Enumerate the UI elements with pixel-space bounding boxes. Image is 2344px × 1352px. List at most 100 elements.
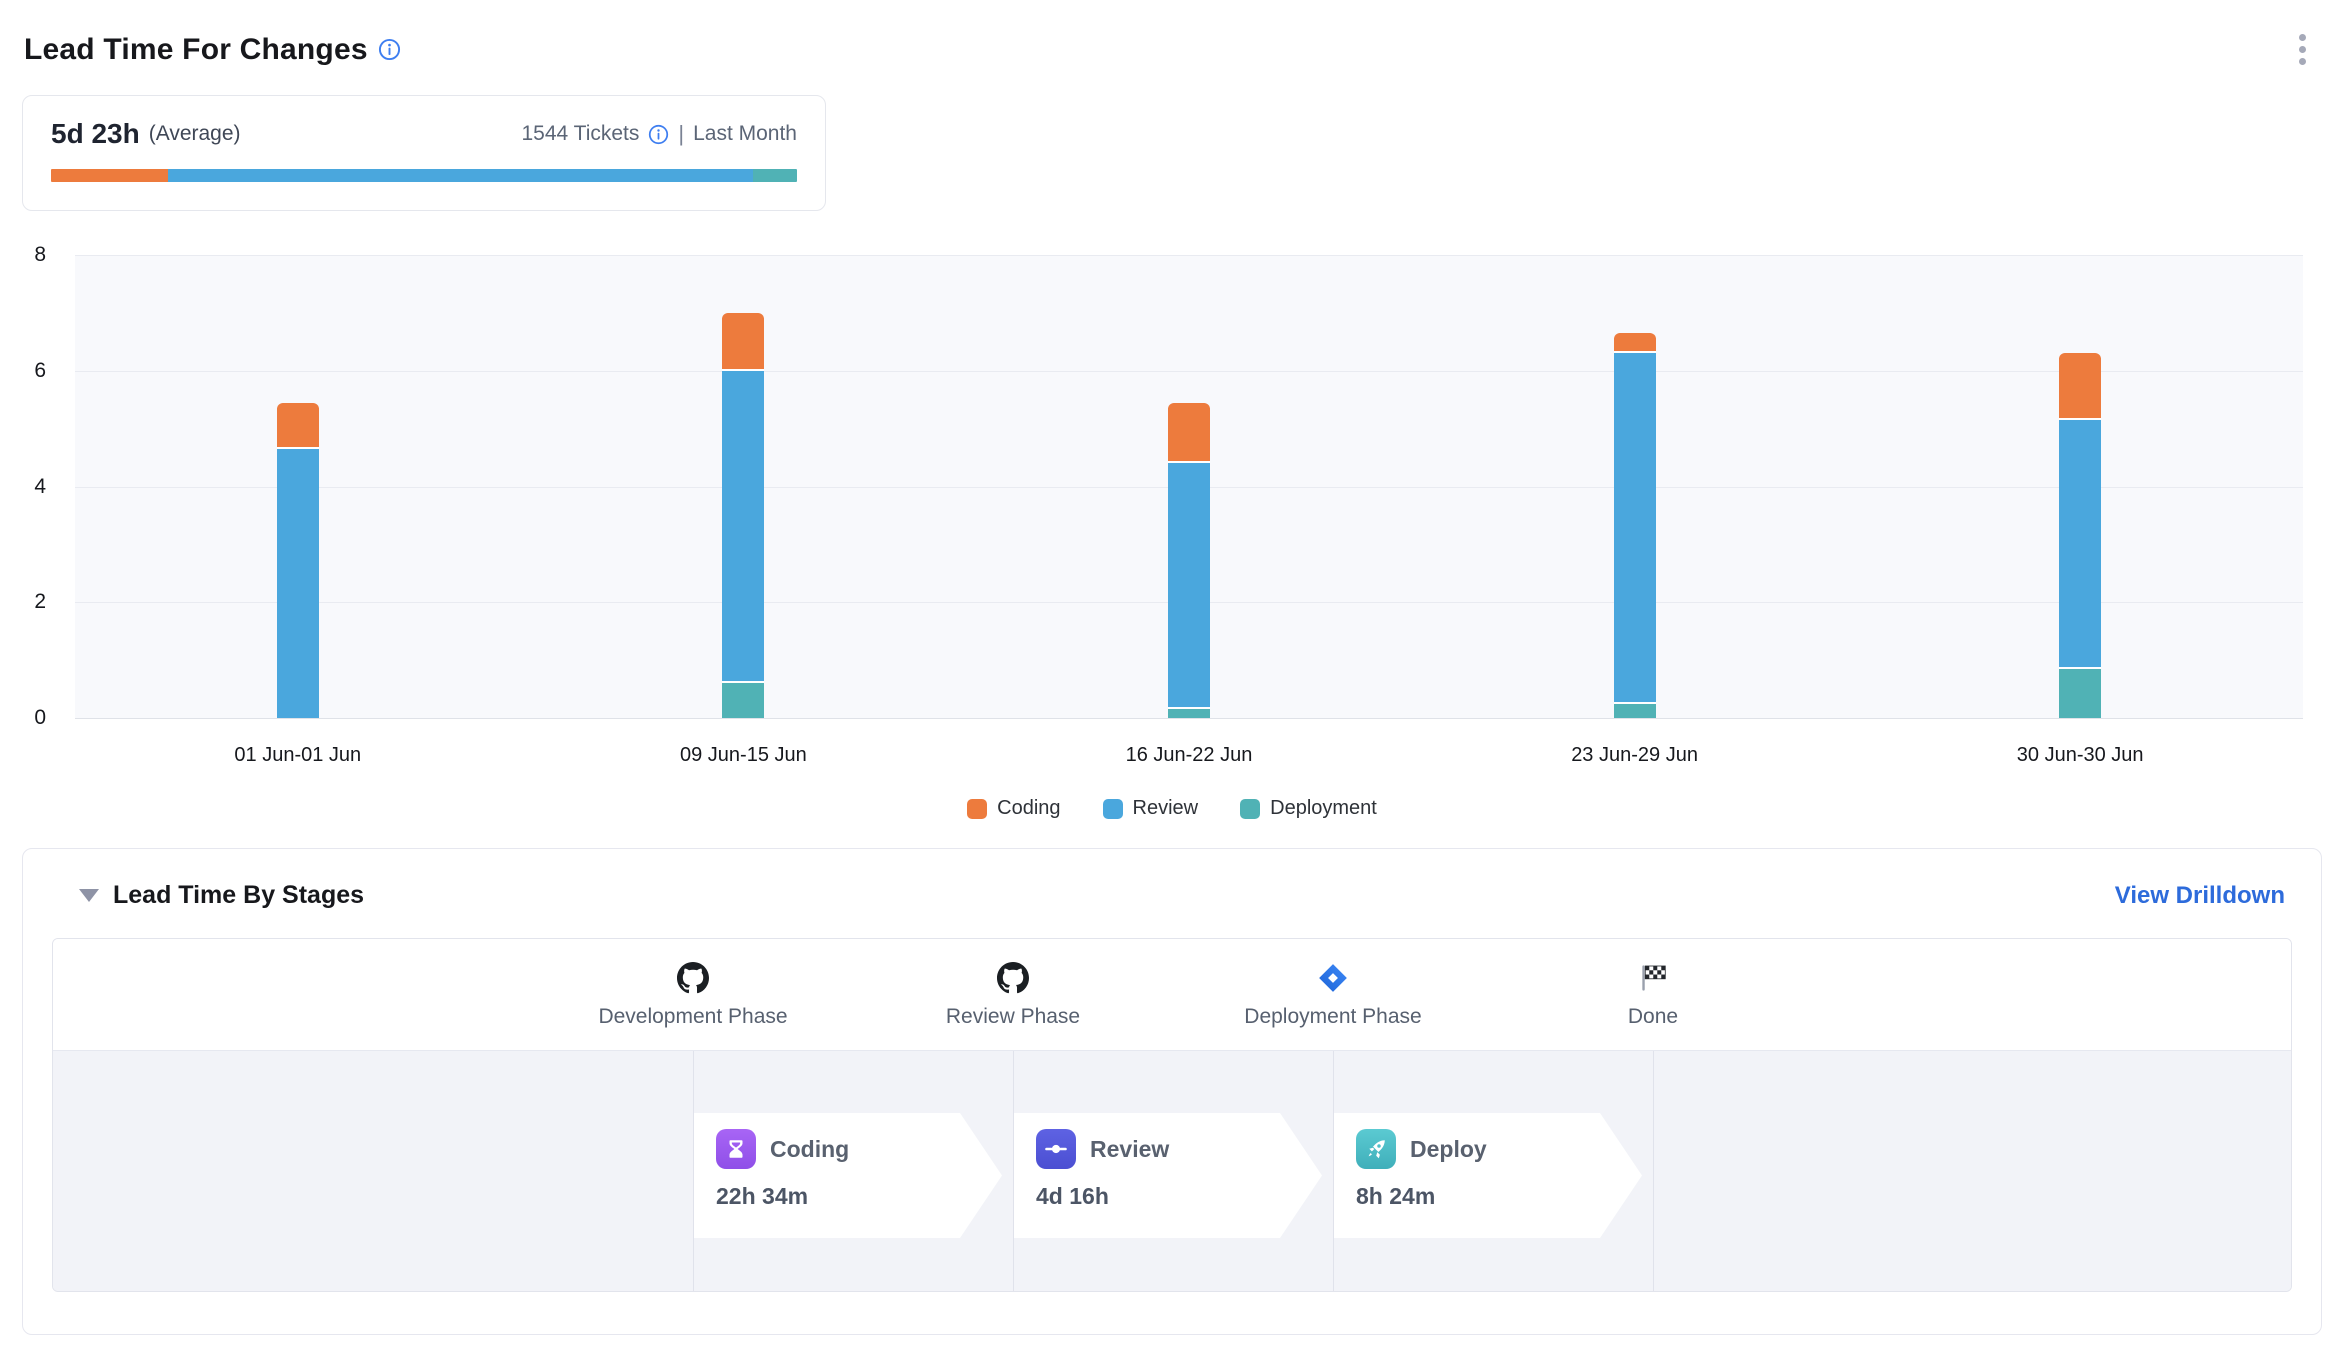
average-value: 5d 23h <box>51 118 140 149</box>
stage-label: Deploy <box>1410 1135 1487 1162</box>
lead-time-chart: 0 2 4 6 8 01 Jun-01 Jun 09 Jun-15 Jun 16 Jun-2… <box>0 243 2344 820</box>
y-axis-label: 2 <box>34 590 46 614</box>
y-axis-label: 8 <box>34 243 46 266</box>
bar-segment-coding[interactable] <box>2059 353 2102 420</box>
bar-segment-coding[interactable] <box>1167 402 1210 464</box>
tickets-info-icon[interactable] <box>648 124 669 145</box>
average-label: (Average) <box>148 122 241 145</box>
phase-review-phase: Review Phase <box>893 939 1133 1029</box>
bar-segment-review[interactable] <box>2059 419 2102 669</box>
bar-segment-coding[interactable] <box>722 312 765 371</box>
stages-table: Development Phase Review Phase Deployment … <box>52 938 2292 1292</box>
column-divider <box>1333 1051 1334 1291</box>
phase-label: Deployment Phase <box>1244 1005 1422 1028</box>
bar-segment-deployment[interactable] <box>2059 668 2102 718</box>
stage-card-review[interactable]: Review 4d 16h <box>1014 1113 1322 1238</box>
bar-slot <box>1412 255 1858 718</box>
y-axis-label: 4 <box>34 474 46 498</box>
rocket-icon <box>1356 1129 1396 1169</box>
summary-card: 5d 23h (Average) 1544 Tickets | Last Mon… <box>22 95 826 211</box>
stages-body: Coding 22h 34m Review 4d 16h Deploy 8h 24m <box>53 1051 2291 1291</box>
github-icon <box>893 961 1133 995</box>
progress-segment-review <box>168 169 753 182</box>
stacked-bar[interactable] <box>1167 402 1210 718</box>
bar-segment-coding[interactable] <box>1613 333 1656 354</box>
info-icon[interactable] <box>378 38 401 61</box>
y-axis-label: 0 <box>34 706 46 729</box>
legend-label: Coding <box>997 797 1061 819</box>
plot-area <box>75 255 2303 719</box>
stage-duration: 8h 24m <box>1356 1183 1436 1209</box>
bar-segment-deployment[interactable] <box>1613 703 1656 718</box>
legend-item-coding[interactable]: Coding <box>967 797 1061 820</box>
stage-duration: 22h 34m <box>716 1183 809 1209</box>
progress-segment-deployment <box>752 169 797 182</box>
phase-development-phase: Development Phase <box>573 939 813 1029</box>
stacked-bar[interactable] <box>1613 333 1656 718</box>
tickets-count: 1544 Tickets <box>521 122 640 145</box>
legend-swatch <box>967 798 988 819</box>
checkered-flag-icon <box>1533 961 1773 995</box>
widget-header: Lead Time For Changes <box>0 0 2344 71</box>
page-title: Lead Time For Changes <box>24 32 368 66</box>
phase-label: Review Phase <box>945 1005 1081 1028</box>
bar-segment-deployment[interactable] <box>1167 709 1210 718</box>
view-drilldown-link[interactable]: View Drilldown <box>2114 881 2285 909</box>
phase-label: Development Phase <box>598 1005 788 1028</box>
stacked-bar[interactable] <box>722 312 765 718</box>
lead-time-by-stages-panel: Lead Time By Stages View Drilldown Devel… <box>22 848 2322 1335</box>
bar-segment-review[interactable] <box>722 370 765 684</box>
progress-segment-coding <box>51 169 169 182</box>
hourglass-icon <box>716 1129 756 1169</box>
stacked-bar[interactable] <box>2059 353 2102 718</box>
stage-card-deploy[interactable]: Deploy 8h 24m <box>1334 1113 1642 1238</box>
period-label: Last Month <box>693 122 797 145</box>
github-icon <box>573 961 813 995</box>
column-divider <box>693 1051 694 1291</box>
x-axis-label: 30 Jun-30 Jun <box>2016 744 2144 766</box>
stages-title: Lead Time By Stages <box>113 881 365 909</box>
collapse-caret-icon[interactable] <box>79 889 99 902</box>
commit-icon <box>1036 1129 1076 1169</box>
legend-swatch <box>1240 798 1261 819</box>
stage-duration: 4d 16h <box>1036 1183 1109 1209</box>
bar-slot <box>966 255 1412 718</box>
bar-slot <box>521 255 967 718</box>
legend-label: Deployment <box>1270 797 1377 819</box>
stacked-bar[interactable] <box>276 402 319 718</box>
bar-segment-deployment[interactable] <box>722 683 765 718</box>
phase-done: Done <box>1533 939 1773 1029</box>
gridline <box>75 370 2303 372</box>
x-axis-label: 01 Jun-01 Jun <box>234 744 362 766</box>
chart-legend: Coding Review Deployment <box>0 797 2344 820</box>
y-axis-label: 6 <box>34 358 46 382</box>
x-axis: 01 Jun-01 Jun 09 Jun-15 Jun 16 Jun-22 Jun 2… <box>75 744 2303 767</box>
x-axis-label: 16 Jun-22 Jun <box>1125 744 1253 766</box>
legend-item-deployment[interactable]: Deployment <box>1240 797 1377 820</box>
bar-segment-review[interactable] <box>1167 463 1210 710</box>
gridline <box>75 255 2303 256</box>
separator: | <box>678 121 685 146</box>
column-divider <box>1013 1051 1014 1291</box>
legend-swatch <box>1102 798 1123 819</box>
stage-label: Coding <box>770 1135 850 1162</box>
gridline <box>75 718 2303 719</box>
bar-slot <box>1857 255 2303 718</box>
bar-segment-review[interactable] <box>1613 353 1656 704</box>
y-axis: 0 2 4 6 8 <box>0 243 60 729</box>
bar-segment-coding[interactable] <box>276 402 319 449</box>
kebab-menu-icon[interactable] <box>2289 28 2316 71</box>
jira-icon <box>1213 961 1453 995</box>
phases-header-row: Development Phase Review Phase Deployment … <box>53 939 2291 1051</box>
legend-item-review[interactable]: Review <box>1102 797 1198 820</box>
stage-card-coding[interactable]: Coding 22h 34m <box>694 1113 1002 1238</box>
x-axis-label: 23 Jun-29 Jun <box>1571 744 1698 766</box>
bar-slot <box>75 255 521 718</box>
phase-label: Done <box>1627 1005 1679 1028</box>
bar-segment-review[interactable] <box>276 448 319 718</box>
stage-label: Review <box>1090 1135 1170 1162</box>
phase-deployment-phase: Deployment Phase <box>1213 939 1453 1029</box>
column-divider <box>1653 1051 1654 1291</box>
summary-progress-bar <box>51 169 797 182</box>
